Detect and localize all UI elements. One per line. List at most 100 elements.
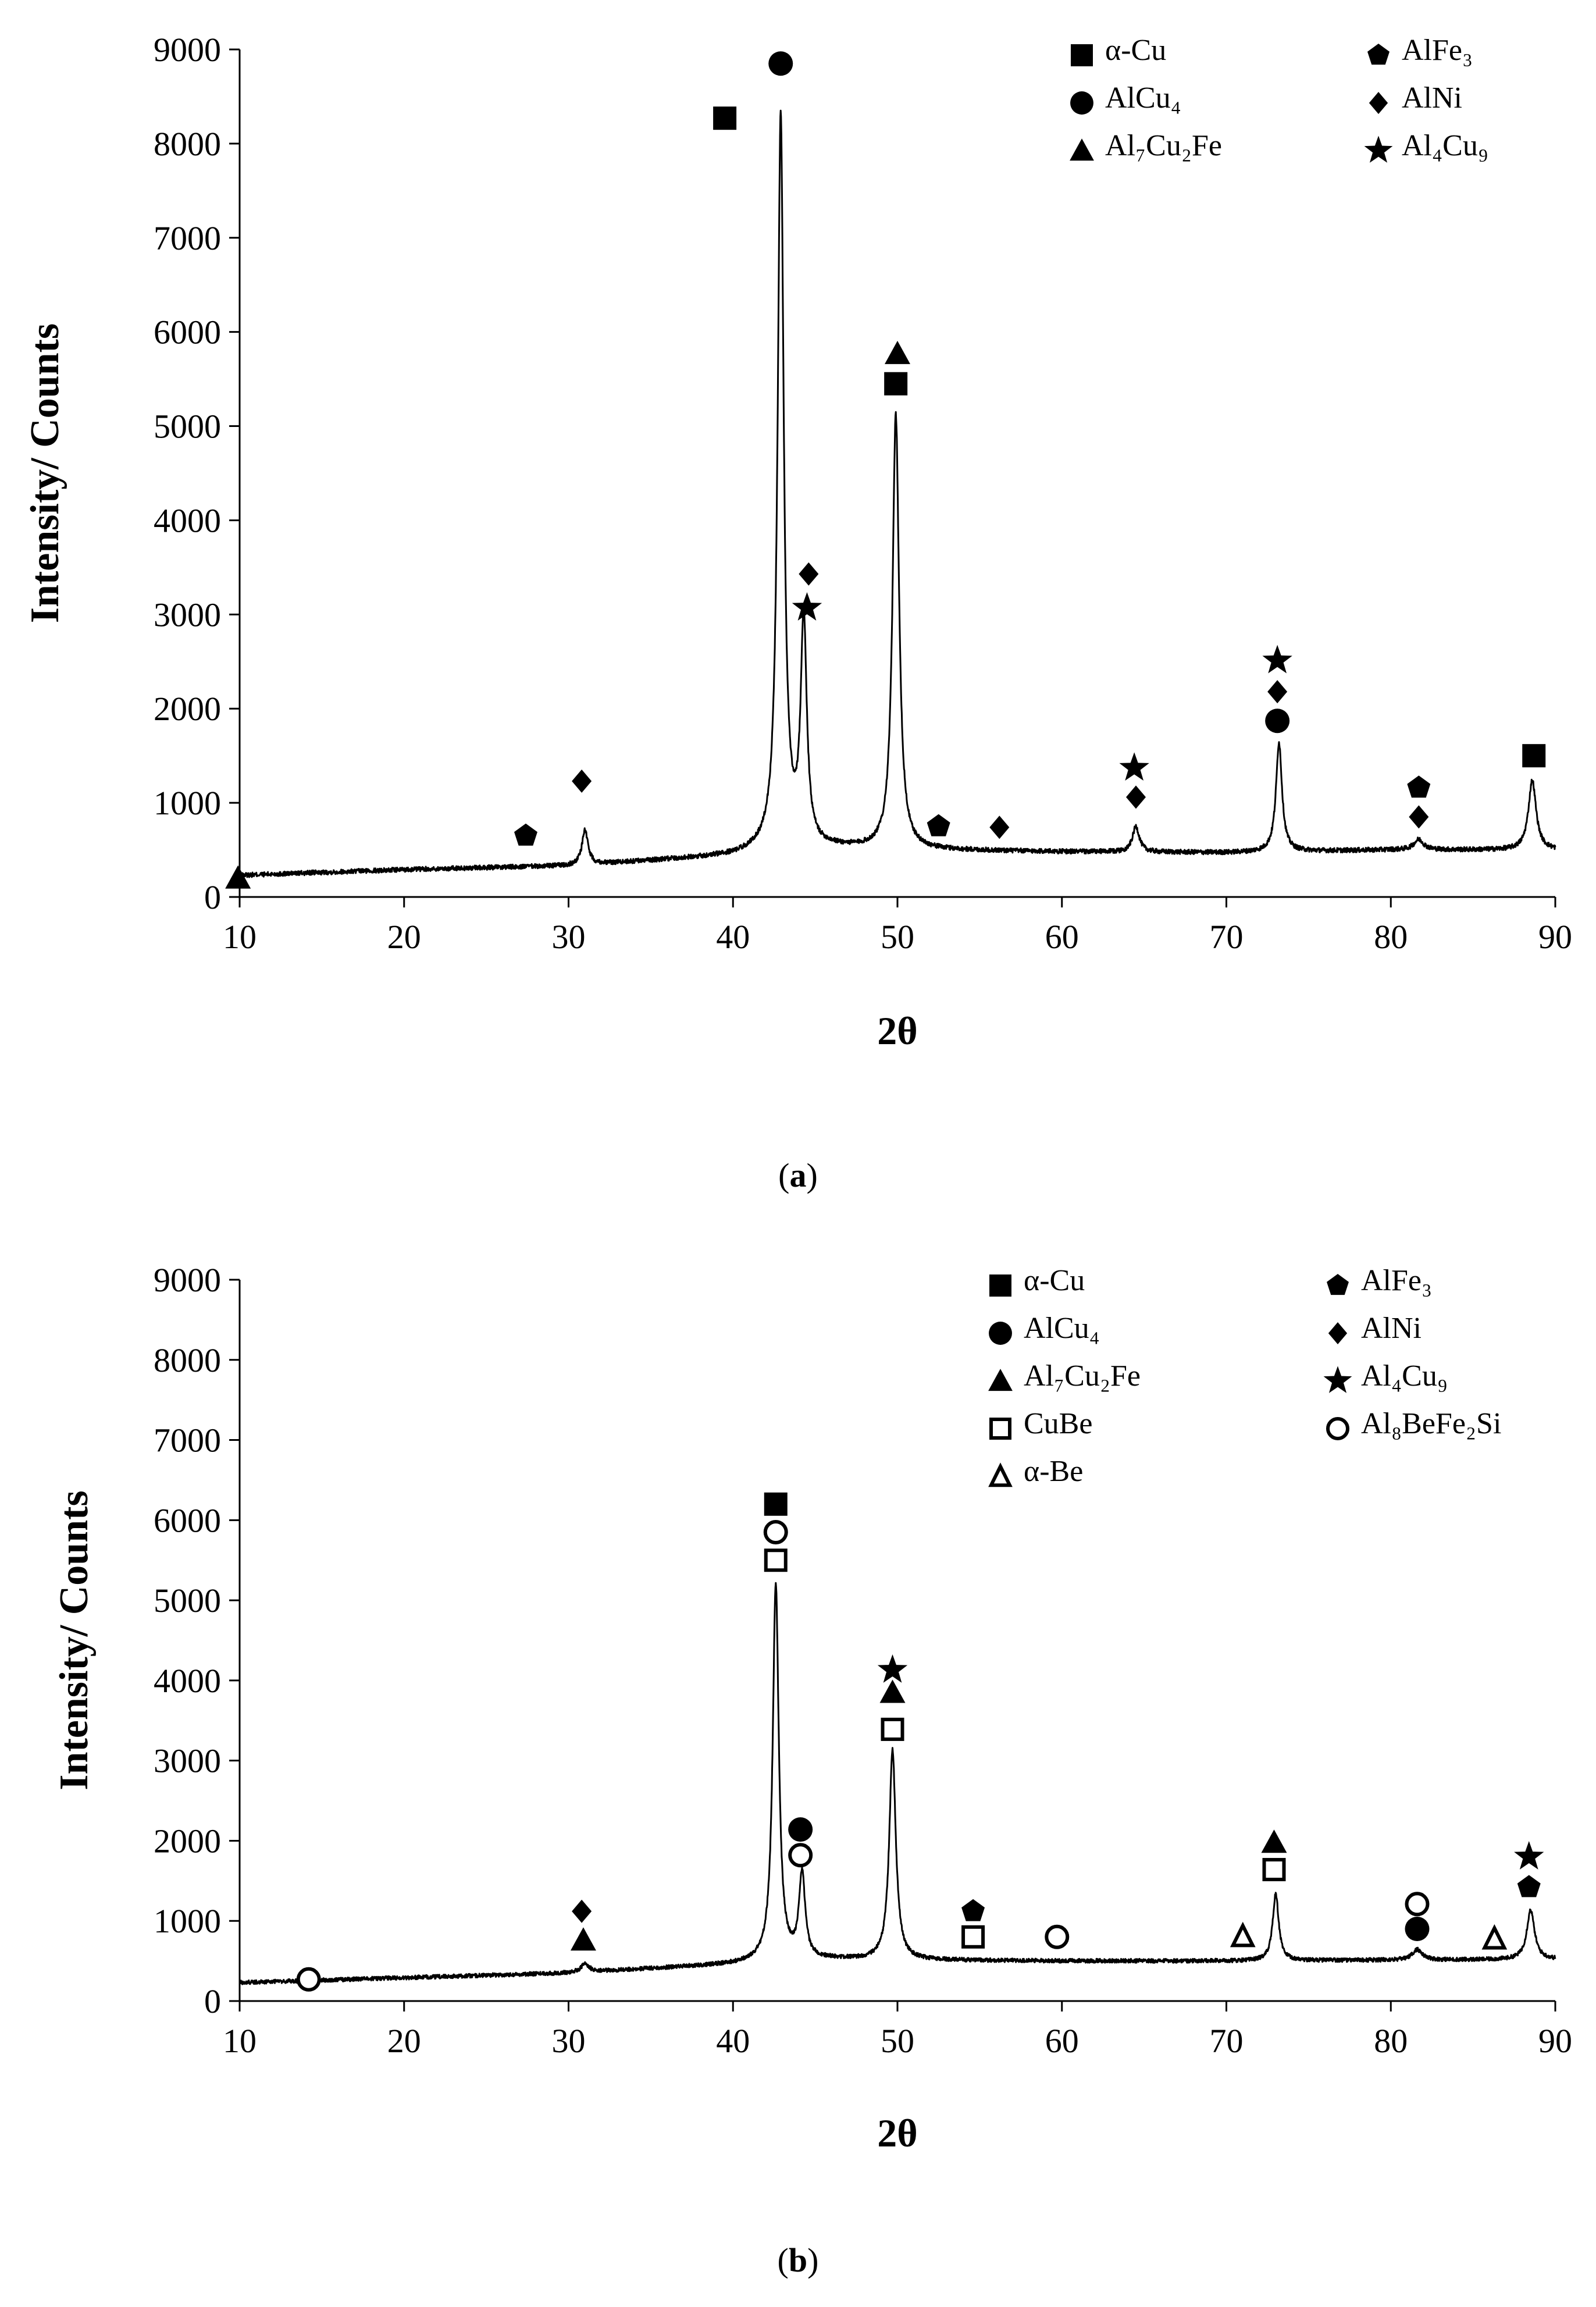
phase-marker xyxy=(764,1492,788,1516)
y-tick-label: 0 xyxy=(204,878,221,916)
phase-marker xyxy=(1125,785,1146,809)
x-tick-label: 90 xyxy=(1538,2022,1572,2060)
caption-letter: b xyxy=(789,2241,807,2279)
phase-marker xyxy=(713,106,737,130)
x-tick-label: 70 xyxy=(1210,2022,1244,2060)
phase-marker xyxy=(1409,805,1429,829)
legend-symbol xyxy=(989,1274,1011,1297)
legend-symbol xyxy=(1326,1417,1349,1440)
legend-label: Al₇Cu₂Fe xyxy=(1024,1359,1141,1393)
phase-marker xyxy=(764,1548,788,1572)
y-tick-label: 5000 xyxy=(154,408,221,446)
phase-marker xyxy=(884,372,908,396)
legend-label: AlNi xyxy=(1361,1312,1422,1345)
phase-marker xyxy=(296,1967,321,1992)
y-tick-label: 8000 xyxy=(154,125,221,163)
y-tick-label: 7000 xyxy=(154,1422,221,1459)
caption-paren: ) xyxy=(807,1156,818,1194)
phase-marker xyxy=(788,1843,813,1868)
y-tick-label: 5000 xyxy=(154,1582,221,1619)
caption-letter: a xyxy=(790,1156,807,1194)
panel-caption: (b) xyxy=(778,2241,819,2279)
legend-label: AlCu₄ xyxy=(1024,1312,1100,1345)
legend-symbol xyxy=(988,1369,1013,1391)
phase-marker xyxy=(225,865,251,889)
x-tick-label: 10 xyxy=(223,918,256,956)
panel-caption: (a) xyxy=(778,1156,818,1194)
phase-marker xyxy=(763,1520,788,1544)
legend-symbol xyxy=(988,1462,1013,1487)
legend-label: Al₄Cu₉ xyxy=(1361,1359,1448,1393)
legend-symbol xyxy=(1323,1366,1352,1393)
x-axis-title: 2θ xyxy=(877,1009,918,1053)
y-tick-label: 4000 xyxy=(154,1662,221,1700)
legend-symbol xyxy=(1328,1322,1348,1344)
x-tick-label: 40 xyxy=(716,918,750,956)
phase-marker xyxy=(514,823,537,846)
legend-symbol xyxy=(1369,92,1388,114)
x-tick-label: 90 xyxy=(1538,918,1572,956)
legend-symbol xyxy=(1327,1274,1349,1295)
phase-marker xyxy=(792,592,822,621)
caption-paren: ( xyxy=(778,2241,789,2279)
y-tick-label: 9000 xyxy=(154,31,221,69)
x-tick-label: 30 xyxy=(552,918,586,956)
phase-marker xyxy=(570,1927,596,1951)
x-tick-label: 60 xyxy=(1045,2022,1079,2060)
legend-symbol xyxy=(1364,136,1393,163)
legend-label: AlFe₃ xyxy=(1402,34,1473,67)
phase-marker xyxy=(1262,645,1292,674)
phase-marker xyxy=(1517,1875,1541,1897)
y-tick-label: 3000 xyxy=(154,1742,221,1780)
caption-paren: ) xyxy=(807,2241,818,2279)
phase-marker xyxy=(1045,1924,1070,1949)
phase-marker xyxy=(788,1817,813,1842)
y-tick-label: 9000 xyxy=(154,1261,221,1299)
legend-label: α-Cu xyxy=(1024,1264,1085,1297)
legend-label: Al₇Cu₂Fe xyxy=(1105,129,1222,162)
legend-symbol xyxy=(989,1418,1011,1440)
phase-marker xyxy=(1119,752,1149,781)
legend-symbol xyxy=(1070,138,1094,161)
phase-marker xyxy=(799,562,819,586)
x-tick-label: 70 xyxy=(1210,918,1244,956)
x-tick-label: 20 xyxy=(387,2022,421,2060)
x-tick-label: 80 xyxy=(1374,2022,1408,2060)
legend-label: α-Be xyxy=(1024,1455,1083,1488)
phase-marker xyxy=(1230,1921,1256,1948)
y-tick-label: 6000 xyxy=(154,314,221,351)
phase-marker xyxy=(1262,1858,1286,1882)
phase-marker xyxy=(1261,1829,1287,1853)
x-tick-label: 50 xyxy=(881,918,914,956)
phase-marker xyxy=(881,1717,904,1741)
phase-marker xyxy=(1405,1892,1430,1917)
xrd-pattern-line xyxy=(238,109,1556,878)
phase-marker xyxy=(1405,1917,1430,1941)
y-axis-title: Intensity/ Counts xyxy=(23,323,67,623)
phase-marker xyxy=(572,769,592,793)
caption-paren: ( xyxy=(778,1156,789,1194)
x-tick-label: 80 xyxy=(1374,918,1408,956)
phase-marker xyxy=(572,1899,592,1923)
legend-label: Al₈BeFe₂Si xyxy=(1361,1407,1501,1440)
phase-marker xyxy=(1481,1924,1508,1950)
phase-marker xyxy=(879,1679,906,1703)
legend-label: Al₄Cu₉ xyxy=(1402,129,1488,162)
phase-marker xyxy=(1407,775,1431,798)
y-axis-title: Intensity/ Counts xyxy=(52,1490,97,1790)
legend-symbol xyxy=(1070,91,1093,115)
x-tick-label: 10 xyxy=(223,2022,256,2060)
y-tick-label: 0 xyxy=(204,1982,221,2020)
y-tick-label: 6000 xyxy=(154,1501,221,1539)
phase-marker xyxy=(1522,744,1546,768)
phase-marker xyxy=(927,814,950,836)
y-tick-label: 2000 xyxy=(154,690,221,728)
legend-symbol xyxy=(989,1322,1012,1345)
y-tick-label: 4000 xyxy=(154,501,221,539)
phase-marker xyxy=(961,1899,985,1921)
chart-panel-b: 0 1000 2000 3000 4000 5000 6000 7000 8000 9000 10 2… xyxy=(52,1261,1572,2279)
y-tick-label: 2000 xyxy=(154,1822,221,1860)
legend-label: CuBe xyxy=(1024,1407,1092,1440)
phase-marker xyxy=(1265,709,1290,734)
